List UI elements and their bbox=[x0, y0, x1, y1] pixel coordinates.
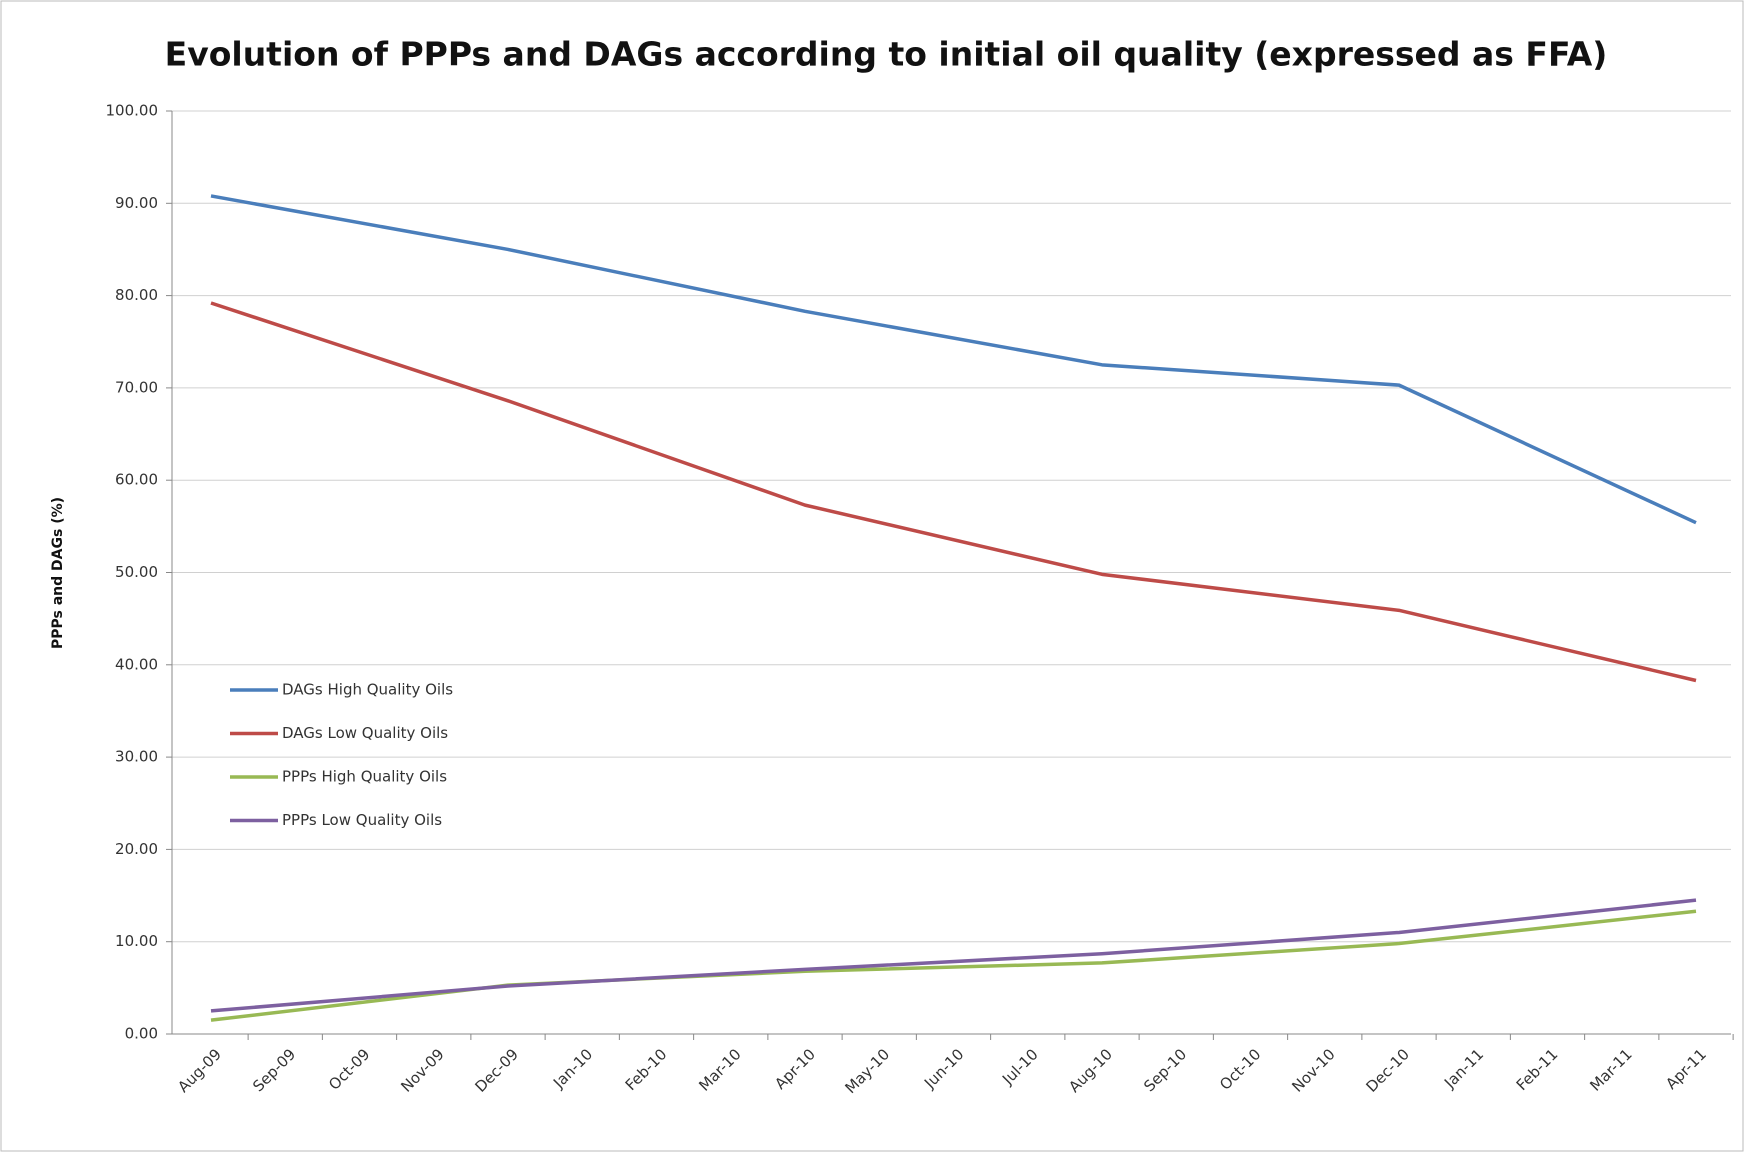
legend-label: DAGs High Quality Oils bbox=[282, 681, 453, 699]
y-tick-label: 90.00 bbox=[115, 194, 158, 212]
y-tick-label: 80.00 bbox=[115, 286, 158, 304]
y-tick-label: 60.00 bbox=[115, 471, 158, 489]
y-axis-label: PPPs and DAGs (%) bbox=[50, 497, 66, 649]
series-line bbox=[210, 301, 1697, 683]
chart-title: Evolution of PPPs and DAGs according to … bbox=[165, 35, 1608, 74]
y-tick-label: 40.00 bbox=[115, 655, 158, 673]
y-tick-label: 30.00 bbox=[115, 748, 158, 766]
legend-label: PPPs High Quality Oils bbox=[282, 768, 447, 786]
series-line bbox=[210, 194, 1697, 525]
legend-label: PPPs Low Quality Oils bbox=[282, 811, 442, 829]
y-tick-label: 20.00 bbox=[115, 840, 158, 858]
legend-label: DAGs Low Quality Oils bbox=[282, 724, 448, 742]
y-tick-label: 100.00 bbox=[106, 102, 159, 120]
y-tick-label: 50.00 bbox=[115, 563, 158, 581]
y-tick-label: 10.00 bbox=[115, 932, 158, 950]
y-tick-label: 70.00 bbox=[115, 378, 158, 396]
y-tick-label: 0.00 bbox=[125, 1025, 158, 1043]
series-line bbox=[210, 898, 1697, 1013]
